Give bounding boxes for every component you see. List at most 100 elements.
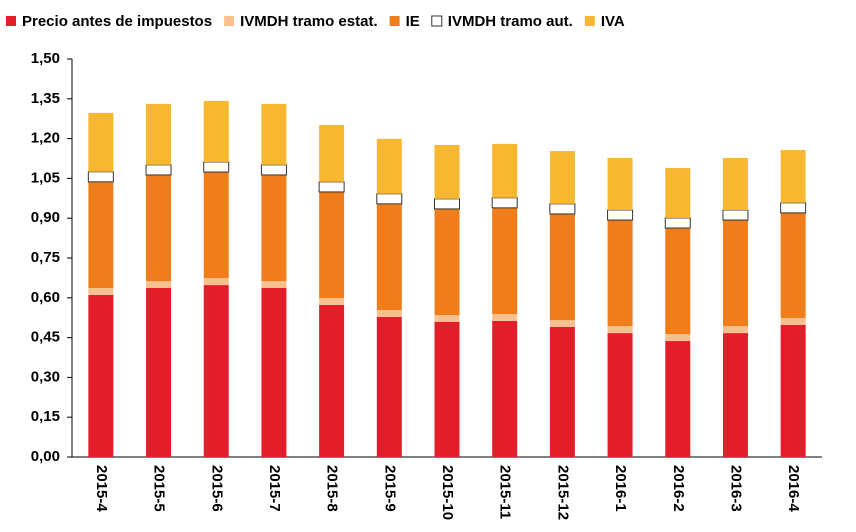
x-tick-label: 2015-7: [266, 465, 283, 512]
bar-segment: [376, 316, 402, 457]
y-tick-label: 0,60: [31, 289, 60, 306]
bar-segment: [780, 150, 806, 203]
bar-segment: [549, 213, 575, 321]
bar-segment: [665, 168, 691, 218]
y-tick-label: 1,35: [31, 90, 60, 107]
bar-segment: [434, 208, 460, 316]
bar-segment: [146, 287, 172, 457]
x-tick-label: 2016-1: [612, 465, 629, 512]
bar-segment: [203, 161, 230, 173]
bar-segment: [607, 326, 633, 334]
y-tick-label: 1,05: [31, 169, 60, 186]
bar-segment: [319, 191, 345, 299]
legend-swatch: [6, 16, 16, 26]
bar-segment: [261, 287, 287, 457]
bar-segment: [203, 285, 229, 457]
bar-segment: [146, 281, 172, 288]
bar-segment: [88, 287, 114, 295]
bar-segment: [319, 125, 345, 182]
x-tick-label: 2015-11: [497, 465, 514, 519]
bar-segment: [492, 207, 518, 314]
y-tick-label: 0,45: [31, 329, 60, 346]
bar-segment: [722, 157, 748, 210]
x-tick-label: 2015-12: [554, 465, 571, 520]
y-tick-label: 0,30: [31, 368, 60, 385]
bar-segment: [203, 278, 229, 286]
y-tick-label: 0,75: [31, 249, 60, 266]
legend-label: Precio antes de impuestos: [22, 13, 212, 30]
bar-segment: [88, 294, 114, 457]
legend-label: IVA: [601, 13, 625, 30]
bar-segment: [203, 100, 229, 162]
y-tick-label: 1,50: [31, 50, 60, 67]
bar-segment: [260, 164, 287, 176]
y-tick-label: 0,00: [31, 448, 60, 465]
bar-segment: [491, 197, 518, 209]
bar-segment: [145, 164, 172, 176]
legend-swatch: [224, 16, 235, 26]
bar-segment: [261, 103, 287, 165]
bar-segment: [376, 193, 403, 205]
legend-label: IVMDH tramo estat.: [240, 13, 378, 30]
x-tick-label: 2016-3: [727, 465, 744, 512]
bar-segment: [780, 212, 806, 318]
bar-segment: [434, 144, 460, 199]
x-tick-label: 2015-5: [151, 465, 168, 512]
bar-segment: [549, 326, 575, 457]
x-tick-label: 2015-9: [381, 465, 398, 512]
bar-segment: [261, 281, 287, 288]
bar-segment: [664, 217, 691, 229]
bar-segment: [203, 172, 229, 279]
x-tick-label: 2015-6: [208, 465, 225, 512]
bar-segment: [722, 333, 748, 457]
bar-segment: [780, 324, 806, 457]
bar-segment: [492, 313, 518, 321]
bar-segment: [722, 209, 749, 221]
bar-segment: [549, 151, 575, 204]
y-tick-label: 0,15: [31, 408, 60, 425]
legend-label: IE: [406, 13, 420, 30]
x-tick-label: 2015-4: [93, 465, 110, 512]
x-tick-label: 2015-8: [324, 465, 341, 512]
y-tick-label: 1,20: [31, 130, 60, 147]
bar-segment: [492, 320, 518, 457]
bar-segment: [549, 203, 576, 215]
x-tick-label: 2016-2: [670, 465, 687, 512]
bar-segment: [492, 143, 518, 198]
bar-segment: [607, 220, 633, 327]
bar-segment: [88, 181, 114, 288]
bar-segment: [434, 198, 460, 210]
bar-segment: [665, 334, 691, 342]
bar-segment: [376, 203, 402, 311]
bar-segment: [434, 315, 460, 322]
bar-segment: [434, 321, 460, 457]
bar-segment: [607, 209, 634, 221]
bar-segment: [319, 298, 345, 305]
bar-segment: [376, 138, 402, 194]
bar-segment: [376, 310, 402, 317]
bar-segment: [780, 202, 807, 214]
bar-segment: [665, 228, 691, 335]
legend-swatch: [389, 16, 400, 26]
bar-segment: [146, 103, 172, 165]
bar-segment: [261, 174, 287, 282]
bar-segment: [88, 112, 114, 172]
bar-segment: [665, 341, 691, 457]
legend-swatch: [431, 15, 443, 27]
y-tick-label: 0,90: [31, 209, 60, 226]
bar-segment: [549, 320, 575, 327]
bar-segment: [780, 317, 806, 325]
bar-segment: [607, 157, 633, 210]
bar-segment: [146, 174, 172, 282]
bar-segment: [722, 220, 748, 327]
legend-label: IVMDH tramo aut.: [448, 13, 573, 30]
bar-segment: [318, 181, 345, 193]
bar-segment: [319, 304, 345, 457]
legend-swatch: [584, 16, 595, 26]
bar-segment: [607, 333, 633, 457]
bar-segment: [722, 326, 748, 334]
x-tick-label: 2016-4: [785, 465, 802, 512]
bar-segment: [87, 171, 114, 183]
x-tick-label: 2015-10: [439, 465, 456, 520]
